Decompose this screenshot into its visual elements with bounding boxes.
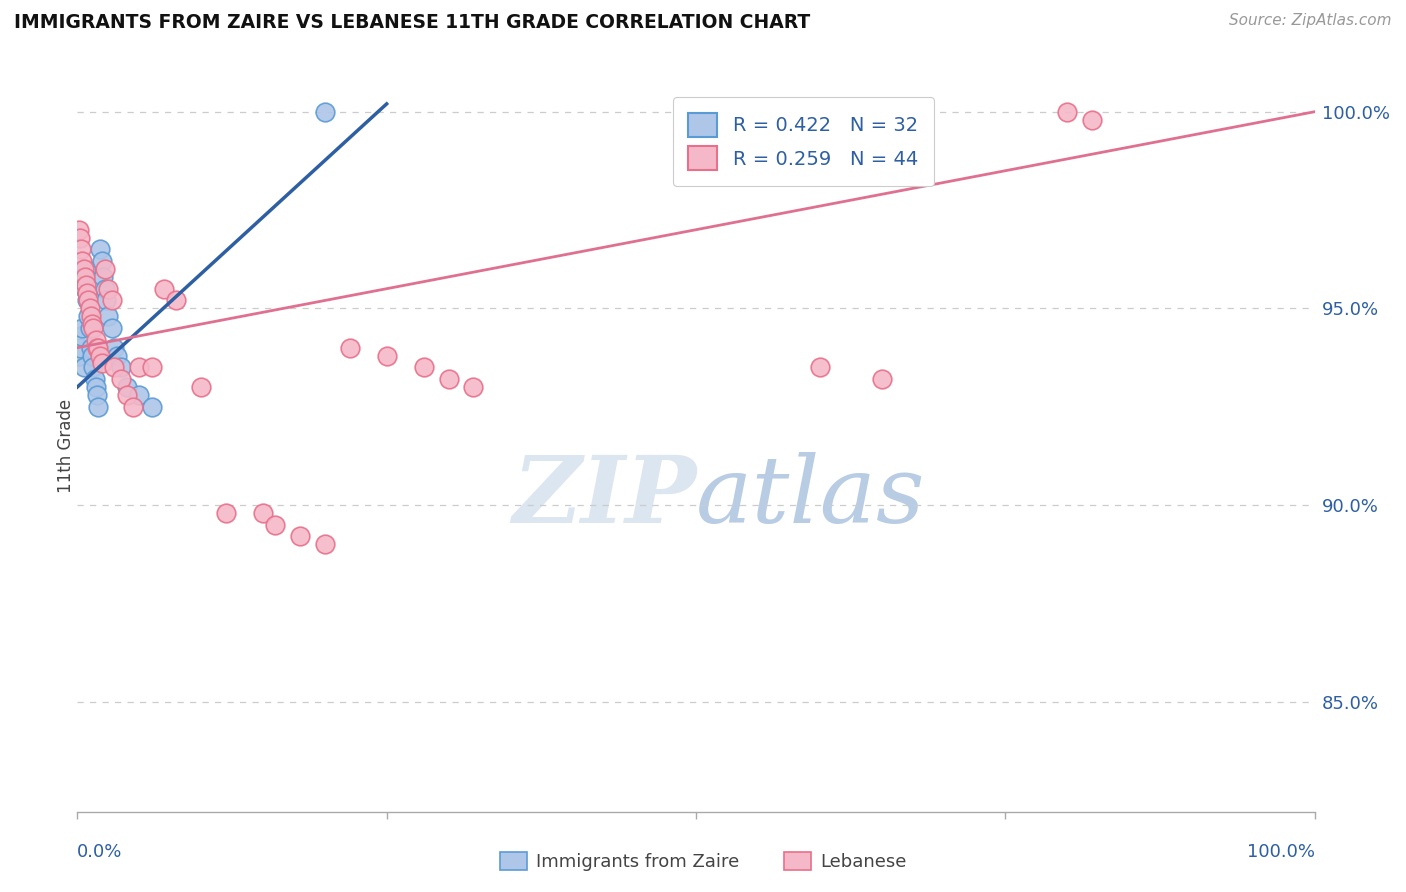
Point <box>84 333 107 347</box>
Point <box>437 372 460 386</box>
Point <box>80 341 103 355</box>
Point <box>87 400 110 414</box>
Legend: R = 0.422   N = 32, R = 0.259   N = 44: R = 0.422 N = 32, R = 0.259 N = 44 <box>672 97 934 186</box>
Text: 0.0%: 0.0% <box>77 843 122 861</box>
Point <box>73 269 96 284</box>
Point <box>1056 104 1078 119</box>
Point <box>110 360 132 375</box>
Point <box>314 104 336 119</box>
Point <box>86 388 108 402</box>
Point <box>128 360 150 375</box>
Point <box>808 360 831 375</box>
Point <box>77 310 100 324</box>
Point <box>77 293 100 308</box>
Point <box>89 243 111 257</box>
Point <box>110 372 132 386</box>
Point <box>72 254 94 268</box>
Point <box>105 349 128 363</box>
Point <box>72 262 94 277</box>
Point <box>264 517 287 532</box>
Point <box>80 310 103 324</box>
Point <box>70 243 93 257</box>
Point <box>339 341 361 355</box>
Point <box>375 349 398 363</box>
Text: 100.0%: 100.0% <box>1247 843 1315 861</box>
Point <box>215 506 238 520</box>
Point <box>97 282 120 296</box>
Text: atlas: atlas <box>696 452 925 542</box>
Text: ZIP: ZIP <box>512 452 696 542</box>
Point <box>70 329 93 343</box>
Point <box>82 317 104 331</box>
Point <box>67 223 90 237</box>
Point <box>76 293 98 308</box>
Text: IMMIGRANTS FROM ZAIRE VS LEBANESE 11TH GRADE CORRELATION CHART: IMMIGRANTS FROM ZAIRE VS LEBANESE 11TH G… <box>14 13 810 32</box>
Y-axis label: 11th Grade: 11th Grade <box>58 399 75 493</box>
Point <box>79 321 101 335</box>
Point <box>870 372 893 386</box>
Legend: Immigrants from Zaire, Lebanese: Immigrants from Zaire, Lebanese <box>492 845 914 879</box>
Point <box>115 388 138 402</box>
Point <box>93 262 115 277</box>
Point <box>84 380 107 394</box>
Point <box>75 262 97 277</box>
Point <box>288 529 311 543</box>
Point <box>82 321 104 335</box>
Point <box>115 380 138 394</box>
Point <box>69 230 91 244</box>
Point <box>91 269 114 284</box>
Point <box>86 341 108 355</box>
Point <box>412 360 434 375</box>
Point <box>73 282 96 296</box>
Point <box>72 360 94 375</box>
Point <box>463 380 485 394</box>
Point <box>314 537 336 551</box>
Point <box>76 285 98 300</box>
Point <box>252 506 274 520</box>
Point <box>82 349 104 363</box>
Point <box>94 293 117 308</box>
Point <box>122 400 145 414</box>
Point <box>73 269 96 284</box>
Point <box>72 321 94 335</box>
Point <box>87 341 110 355</box>
Point <box>67 349 90 363</box>
Point <box>91 356 114 370</box>
Point <box>101 321 124 335</box>
Point <box>153 282 176 296</box>
Point <box>1081 112 1104 127</box>
Point <box>82 360 104 375</box>
Point <box>97 310 120 324</box>
Point <box>141 400 163 414</box>
Point <box>103 360 125 375</box>
Point <box>101 293 124 308</box>
Point <box>141 360 163 375</box>
Point <box>190 380 212 394</box>
Text: Source: ZipAtlas.com: Source: ZipAtlas.com <box>1229 13 1392 29</box>
Point <box>165 293 187 308</box>
Point <box>75 277 97 292</box>
Point <box>83 372 105 386</box>
Point <box>89 349 111 363</box>
Point <box>93 282 115 296</box>
Point <box>69 341 91 355</box>
Point <box>103 341 125 355</box>
Point <box>128 388 150 402</box>
Point <box>79 301 101 316</box>
Point <box>91 254 114 268</box>
